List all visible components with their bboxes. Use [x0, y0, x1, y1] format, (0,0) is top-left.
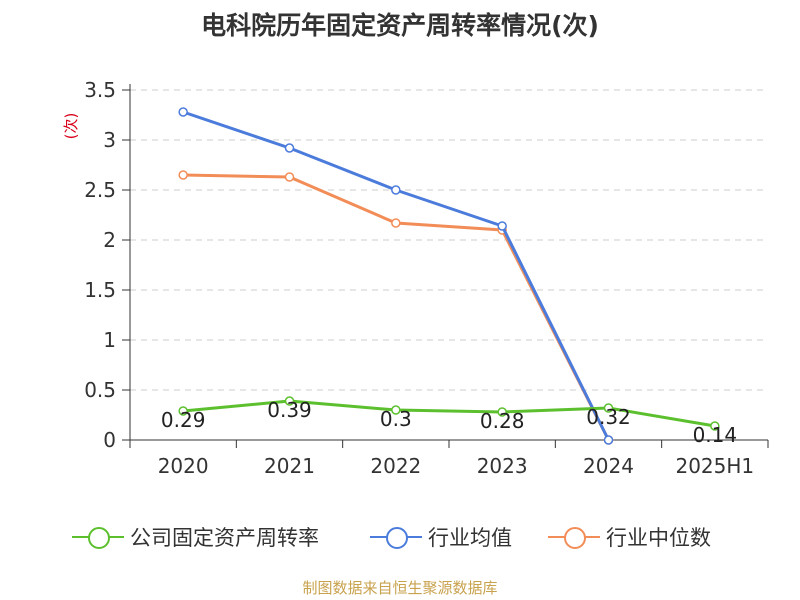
data-point: [391, 218, 401, 228]
legend-item-company[interactable]: 公司固定资产周转率: [72, 522, 319, 552]
x-tick-label: 2022: [370, 454, 421, 478]
x-tick-label: 2021: [264, 454, 315, 478]
data-label: 0.28: [480, 409, 525, 433]
data-point: [284, 172, 295, 182]
data-label: 0.29: [161, 408, 206, 432]
y-tick-label: 3: [103, 128, 116, 152]
data-label: 0.3: [380, 407, 412, 431]
legend-swatch-industry-mean: [370, 522, 422, 552]
x-tick-label: 2025H1: [675, 454, 754, 478]
legend-label-company: 公司固定资产周转率: [130, 526, 319, 550]
legend-swatch-industry-median: [548, 522, 600, 552]
legend-swatch-company: [72, 522, 124, 552]
series-line: [183, 173, 610, 441]
y-tick-label: 1.5: [84, 278, 116, 302]
data-label: 0.32: [586, 405, 631, 429]
legend: 公司固定资产周转率 行业均值 行业中位数: [0, 522, 800, 552]
series-line: [183, 399, 716, 428]
data-point: [178, 107, 188, 117]
chart-title: 电科院历年固定资产周转率情况(次): [201, 11, 599, 40]
data-label: 0.14: [693, 423, 738, 447]
data-point: [603, 435, 614, 445]
y-tick-label: 2: [103, 228, 116, 252]
y-tick-label: 3.5: [84, 78, 116, 102]
y-tick-label: 2.5: [84, 178, 116, 202]
data-point: [284, 143, 295, 153]
data-point: [391, 185, 401, 195]
data-source-note: 制图数据来自恒生聚源数据库: [302, 579, 498, 597]
data-point: [284, 396, 295, 406]
data-point: [178, 406, 188, 416]
data-point: [178, 170, 188, 180]
data-point: [497, 221, 507, 231]
legend-item-industry-median[interactable]: 行业中位数: [548, 522, 711, 552]
legend-item-industry-mean[interactable]: 行业均值: [370, 522, 512, 552]
x-tick-label: 2023: [477, 454, 528, 478]
data-point: [603, 403, 614, 413]
data-point: [391, 405, 401, 415]
data-point: [497, 407, 507, 417]
y-tick-label: 0.5: [84, 378, 116, 402]
data-label: 0.39: [267, 398, 312, 422]
data-point: [710, 421, 720, 431]
x-tick-label: 2020: [158, 454, 209, 478]
series-line: [182, 110, 610, 441]
y-tick-label: 0: [103, 428, 116, 452]
y-tick-label: 1: [103, 328, 116, 352]
y-axis-label: (次): [62, 113, 80, 140]
legend-label-industry-median: 行业中位数: [606, 526, 711, 550]
x-tick-label: 2024: [583, 454, 634, 478]
legend-label-industry-mean: 行业均值: [428, 526, 512, 550]
